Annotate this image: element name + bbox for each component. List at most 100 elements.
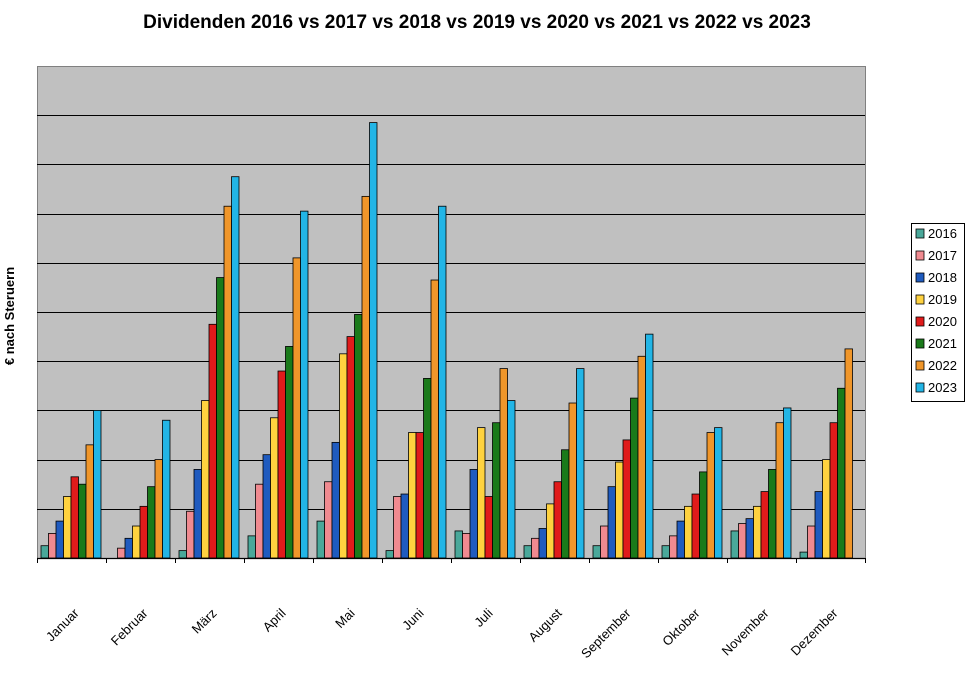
bar-2022-April xyxy=(292,257,301,559)
bar-2017-August xyxy=(531,537,540,559)
bar-2020-März xyxy=(208,323,217,559)
bar-2018-März xyxy=(193,469,202,559)
bar-2017-Januar xyxy=(48,533,57,559)
bar-2021-August xyxy=(561,449,570,559)
legend-swatch xyxy=(915,382,925,393)
bar-2019-Oktober xyxy=(684,505,693,559)
bar-2023-April xyxy=(300,210,309,559)
x-tick-label: April xyxy=(260,605,289,634)
bar-2017-März xyxy=(186,510,195,559)
bar-2023-September xyxy=(645,333,654,559)
x-tick-label: Mai xyxy=(332,605,357,630)
bar-2023-Oktober xyxy=(714,427,723,559)
bar-2021-Februar xyxy=(147,486,156,559)
bar-2022-Januar xyxy=(85,444,94,559)
x-tick-label: Februar xyxy=(108,605,151,648)
bar-2018-Juni xyxy=(400,493,409,559)
legend: 2016 2017 2018 2019 2020 2021 2022 2023 xyxy=(911,223,965,402)
legend-swatch xyxy=(915,316,925,327)
bar-2022-März xyxy=(223,205,232,559)
bar-2020-November xyxy=(760,491,769,559)
bar-2022-November xyxy=(775,422,784,559)
bar-2016-November xyxy=(730,530,739,559)
x-tick-label: Oktober xyxy=(659,605,703,649)
legend-label: 2020 xyxy=(928,314,957,329)
bar-2021-Mai xyxy=(354,314,363,559)
bar-2019-Februar xyxy=(132,525,141,559)
bar-2018-August xyxy=(538,528,547,559)
legend-swatch xyxy=(915,294,925,305)
bar-2023-Januar xyxy=(93,409,102,559)
legend-swatch xyxy=(915,338,925,349)
bar-2023-August xyxy=(576,368,585,559)
bar-2023-November xyxy=(783,407,792,559)
bar-2019-Mai xyxy=(339,353,348,559)
y-axis-label: € nach Steruern xyxy=(2,267,17,365)
bar-2016-August xyxy=(523,545,532,559)
x-axis xyxy=(37,557,866,563)
bar-2016-Juli xyxy=(454,530,463,559)
legend-label: 2018 xyxy=(928,270,957,285)
bar-2018-Februar xyxy=(124,537,133,559)
bar-2020-Februar xyxy=(139,505,148,559)
bar-2021-September xyxy=(630,397,639,559)
bar-2021-Juni xyxy=(423,378,432,559)
bar-2017-Oktober xyxy=(669,535,678,559)
bar-2017-Februar xyxy=(117,547,126,559)
bar-2021-April xyxy=(285,346,294,559)
bar-2016-Juni xyxy=(385,550,394,559)
bar-2020-Juni xyxy=(415,432,424,559)
legend-swatch xyxy=(915,360,925,371)
bar-2019-Juni xyxy=(408,432,417,559)
bar-2017-April xyxy=(255,483,264,559)
bar-2020-Oktober xyxy=(691,493,700,559)
bar-2022-Juli xyxy=(499,368,508,559)
x-tick-label: November xyxy=(719,605,772,658)
bar-2023-Juli xyxy=(507,400,516,559)
x-tick-label: März xyxy=(189,606,220,637)
bar-2019-September xyxy=(615,461,624,559)
bar-2017-Juni xyxy=(393,496,402,559)
bar-2018-November xyxy=(745,518,754,559)
bar-2019-August xyxy=(546,503,555,559)
legend-label: 2016 xyxy=(928,226,957,241)
bar-2021-März xyxy=(216,277,225,559)
legend-label: 2019 xyxy=(928,292,957,307)
bar-2017-September xyxy=(600,525,609,559)
legend-label: 2017 xyxy=(928,248,957,263)
bar-2017-November xyxy=(738,523,747,559)
bar-2016-Januar xyxy=(40,545,49,559)
bar-2018-April xyxy=(262,454,271,559)
legend-swatch xyxy=(915,228,925,239)
bar-2019-April xyxy=(270,417,279,559)
bar-2016-April xyxy=(247,535,256,559)
bar-2020-Mai xyxy=(346,336,355,559)
bar-2016-September xyxy=(592,545,601,559)
bar-2016-Dezember xyxy=(799,551,808,559)
bar-2023-März xyxy=(231,176,240,559)
bar-2019-März xyxy=(201,400,210,559)
x-tick-label: Januar xyxy=(43,605,82,644)
x-tick-label: Dezember xyxy=(788,605,841,658)
bar-2021-Oktober xyxy=(699,471,708,559)
bar-2022-Juni xyxy=(430,279,439,559)
legend-label: 2023 xyxy=(928,380,957,395)
bar-2022-Mai xyxy=(361,195,370,559)
bar-2016-Mai xyxy=(316,520,325,559)
bar-2022-Dezember xyxy=(844,348,853,559)
bar-2017-Dezember xyxy=(807,525,816,559)
bar-2021-Dezember xyxy=(837,387,846,559)
bar-2020-Juli xyxy=(484,496,493,559)
bar-2019-Juli xyxy=(477,427,486,559)
bars xyxy=(40,122,853,559)
bar-2018-Oktober xyxy=(676,520,685,559)
bar-2022-Oktober xyxy=(706,432,715,559)
bar-2019-Januar xyxy=(63,496,72,559)
bar-2019-Dezember xyxy=(822,459,831,559)
bar-2021-Juli xyxy=(492,422,501,559)
legend-swatch xyxy=(915,250,925,261)
bar-2020-September xyxy=(622,439,631,559)
bar-2018-September xyxy=(607,486,616,559)
bar-2023-Mai xyxy=(369,122,378,559)
bar-2017-Mai xyxy=(324,481,333,559)
